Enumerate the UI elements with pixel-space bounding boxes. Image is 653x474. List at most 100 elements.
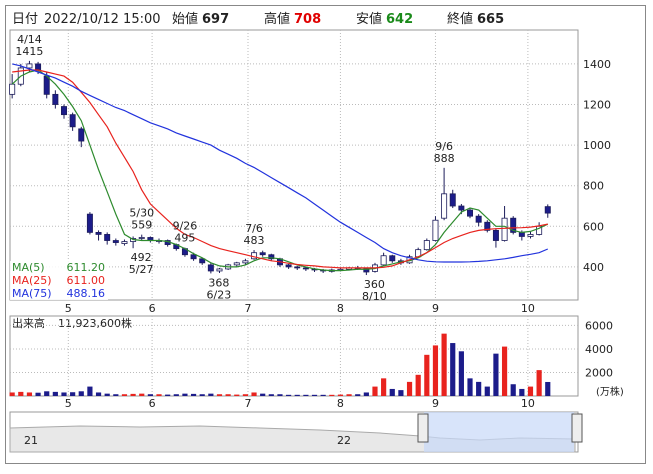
candle-body [259, 252, 266, 256]
candle-body [95, 231, 102, 235]
volume-bar [467, 378, 473, 396]
volume-bar [242, 394, 248, 396]
legend-name: MA(75) [12, 287, 52, 300]
legend-value: 611.20 [67, 261, 106, 274]
volume-bar [87, 386, 93, 396]
annotation-value: 483 [244, 234, 265, 247]
volume-bar [493, 353, 499, 396]
candle-body [510, 217, 517, 233]
y-tick-label: 800 [583, 180, 604, 193]
candle-body [207, 264, 214, 272]
volume-bar [329, 394, 335, 396]
legend-name: MA(25) [12, 274, 52, 287]
candle-body [441, 193, 448, 219]
volume-bar [113, 394, 119, 396]
y-tick-label: 600 [583, 220, 604, 233]
y-tick-label: 1400 [583, 58, 611, 71]
volume-bar [216, 394, 223, 396]
candle-body [484, 221, 491, 231]
volume-tick-label: 6000 [585, 319, 613, 332]
annotation-date: 6/23 [207, 288, 232, 301]
candle-body [26, 63, 33, 69]
x-tick-label: 6 [149, 302, 156, 315]
volume-bar [35, 392, 41, 396]
annotation-date: 4/14 [17, 33, 42, 46]
volume-bar [381, 378, 387, 396]
header-label: 終値 [447, 11, 473, 27]
volume-bar [225, 394, 231, 396]
navigator-handle[interactable] [417, 413, 429, 443]
volume-bar [545, 381, 551, 396]
volume-bar [510, 384, 516, 396]
candle-body [449, 193, 456, 207]
candle-body [233, 262, 240, 266]
volume-bar [320, 394, 326, 396]
volume-bar [398, 390, 404, 396]
annotation-value: 559 [131, 219, 152, 232]
candle-body [61, 106, 67, 116]
volume-bar [458, 351, 464, 396]
navigator: 21 22 [9, 411, 583, 453]
candle-body [380, 255, 387, 266]
candle-body [518, 231, 525, 237]
volume-bar [346, 394, 352, 396]
x-tick-label: 7 [244, 302, 251, 315]
navigator-handle[interactable] [571, 413, 583, 443]
candle-body [492, 229, 499, 241]
x-tick-label: 7 [244, 397, 251, 410]
volume-bar [286, 394, 292, 396]
legend-bg [10, 274, 108, 287]
candle-body [86, 213, 93, 233]
legend-bg [10, 261, 108, 274]
volume-bar [199, 394, 205, 396]
candle-body [432, 219, 439, 241]
annotation-date: 5/30 [129, 207, 154, 220]
volume-bar [165, 394, 171, 396]
header-label: 安値 [356, 11, 382, 27]
x-tick-label: 5 [65, 302, 72, 315]
candle-body [475, 215, 482, 223]
volume-unit: (万株) [596, 385, 624, 398]
header-datetime: 2022/10/12 15:00 [44, 12, 161, 27]
volume-bar [52, 391, 58, 396]
annotation-date: 9/26 [173, 220, 198, 233]
header-label: 日付 [12, 12, 38, 27]
candle-body [190, 254, 197, 260]
volume-bar [139, 393, 145, 396]
header-value: 642 [386, 12, 413, 27]
candle-body [69, 114, 76, 128]
header-label: 始値 [172, 11, 198, 27]
x-tick-label: 10 [521, 397, 535, 410]
legend-value: 488.16 [67, 287, 106, 300]
volume-bar [268, 394, 274, 396]
ma-line [11, 69, 549, 272]
volume-panel [9, 315, 579, 397]
volume-bar [277, 394, 283, 396]
volume-bar [234, 394, 240, 396]
volume-bar [484, 386, 490, 396]
navigator-window[interactable] [424, 412, 574, 452]
candle-body [138, 237, 145, 239]
candle-body [294, 266, 301, 269]
volume-bar [415, 374, 421, 396]
candle-body [544, 206, 551, 214]
volume-total: 11,923,600株 [58, 316, 132, 330]
volume-bar [44, 391, 50, 396]
annotation-value: 888 [434, 152, 455, 165]
annotation-value: 495 [174, 232, 195, 245]
volume-bar [536, 370, 542, 396]
volume-bar [104, 393, 110, 396]
candle-body [199, 258, 206, 264]
volume-bar [519, 388, 525, 396]
candle-body [527, 234, 534, 237]
annotation-value: 360 [364, 278, 385, 291]
candle-body [389, 255, 396, 262]
volume-bar [61, 392, 67, 396]
volume-bar [476, 381, 482, 396]
volume-bar [424, 354, 430, 396]
volume-bar [95, 392, 102, 396]
candle-body [104, 234, 111, 241]
x-tick-label: 10 [521, 302, 535, 315]
